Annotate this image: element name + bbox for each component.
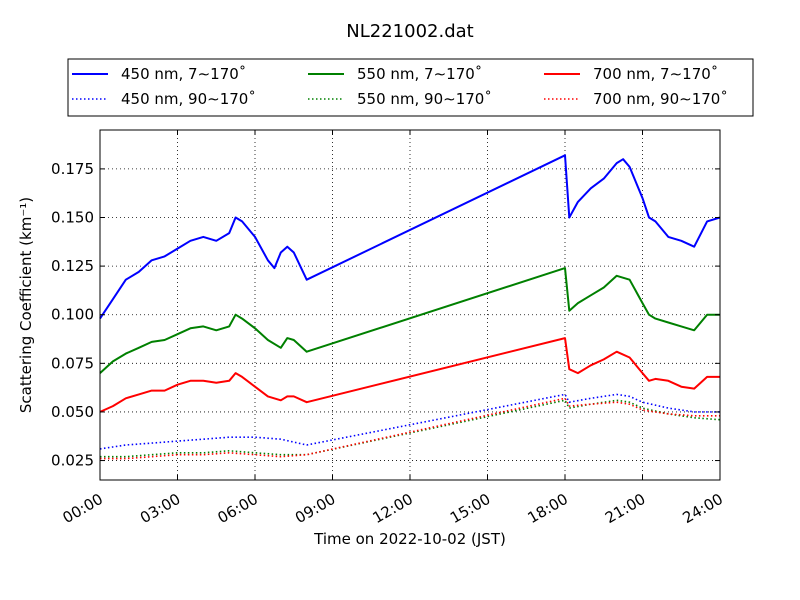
y-tick-label: 0.150 bbox=[51, 209, 94, 227]
y-tick-label: 0.075 bbox=[51, 354, 94, 372]
series-layer bbox=[99, 154, 721, 460]
series-line-2 bbox=[99, 267, 720, 374]
series-line-5 bbox=[100, 397, 720, 460]
chart-title: NL221002.dat bbox=[346, 21, 473, 42]
grid bbox=[100, 130, 720, 480]
y-axis-label: Scattering Coefficient (km⁻¹) bbox=[17, 197, 35, 413]
y-tick-label: 0.100 bbox=[51, 306, 94, 324]
legend-label: 700 nm, 7∼170˚ bbox=[593, 65, 718, 83]
y-tick-label: 0.175 bbox=[51, 160, 94, 178]
legend-label: 550 nm, 7∼170˚ bbox=[357, 65, 482, 83]
legend-frame bbox=[67, 58, 754, 117]
series-line-4 bbox=[99, 337, 720, 413]
y-tick-label: 0.025 bbox=[51, 452, 94, 470]
plot-area bbox=[100, 130, 720, 480]
series-line-3 bbox=[100, 399, 721, 458]
series-line-0 bbox=[99, 154, 721, 320]
legend-label: 450 nm, 7∼170˚ bbox=[121, 65, 246, 83]
y-tick-label: 0.125 bbox=[51, 257, 94, 275]
legend-label: 550 nm, 90∼170˚ bbox=[357, 90, 492, 108]
x-axis-label: Time on 2022-10-02 (JST) bbox=[313, 530, 506, 548]
y-tick-label: 0.050 bbox=[51, 403, 94, 421]
legend-label: 450 nm, 90∼170˚ bbox=[121, 90, 256, 108]
legend-label: 700 nm, 90∼170˚ bbox=[593, 90, 728, 108]
legend: 450 nm, 7∼170˚ 550 nm, 7∼170˚ 700 nm, 7∼17… bbox=[67, 58, 754, 117]
